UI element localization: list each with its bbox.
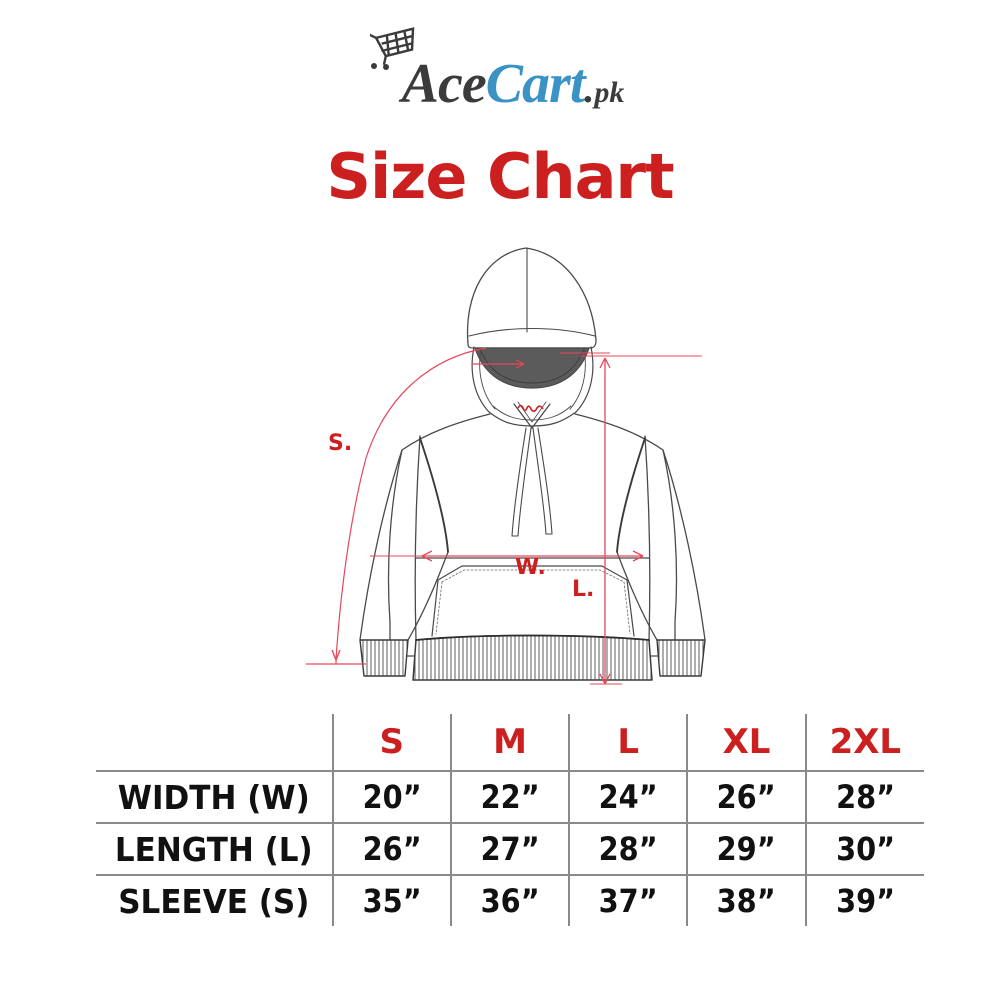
size-header-l: L <box>568 714 688 771</box>
cell-width-s: 20” <box>337 770 445 823</box>
table-row: LENGTH (L) 26” 27” 28” 29” 30” <box>96 822 924 875</box>
cell-width-2xl: 28” <box>810 770 919 823</box>
cell-width-xl: 26” <box>692 770 800 823</box>
neck-brand-mark <box>517 404 544 413</box>
size-table: S M L XL 2XL WIDTH (W) 20” 22” 24” 26” 2… <box>96 714 924 926</box>
table-corner-cell <box>96 714 333 771</box>
shopping-cart-icon <box>368 26 426 70</box>
logo-text-cart: Cart <box>485 53 586 115</box>
row-label-sleeve: SLEEVE (S) <box>103 874 326 926</box>
logo-text-pk: pk <box>594 76 625 109</box>
table-header-row: S M L XL 2XL <box>96 714 924 771</box>
cell-length-s: 26” <box>337 822 445 875</box>
size-header-m: M <box>449 714 570 771</box>
size-table-container: S M L XL 2XL WIDTH (W) 20” 22” 24” 26” 2… <box>96 714 924 926</box>
logo-text-ace: Ace <box>401 53 487 115</box>
size-header-2xl: 2XL <box>804 714 924 771</box>
row-label-length: LENGTH (L) <box>103 822 326 875</box>
brand-logo: Ace Cart . pk <box>0 27 1000 124</box>
cell-sleeve-xl: 38” <box>692 874 800 926</box>
sleeve-measure-label: S. <box>328 431 352 456</box>
cell-length-2xl: 30” <box>810 822 919 875</box>
hoodie-illustration: S. W. L. <box>250 236 770 706</box>
table-row: WIDTH (W) 20” 22” 24” 26” 28” <box>96 770 924 823</box>
cell-sleeve-s: 35” <box>337 874 445 926</box>
cell-length-l: 28” <box>574 822 682 875</box>
size-header-xl: XL <box>686 714 806 771</box>
size-header-s: S <box>331 714 451 771</box>
page-title: Size Chart <box>326 140 674 213</box>
logo-dot: . <box>584 66 595 111</box>
cell-width-l: 24” <box>574 770 682 823</box>
cell-sleeve-2xl: 39” <box>810 874 919 926</box>
cell-length-m: 27” <box>455 822 564 875</box>
cell-width-m: 22” <box>455 770 564 823</box>
cell-sleeve-l: 37” <box>574 874 682 926</box>
cell-sleeve-m: 36” <box>455 874 564 926</box>
length-measure-label: L. <box>572 577 594 602</box>
row-label-width: WIDTH (W) <box>103 770 326 823</box>
width-measure-label: W. <box>515 555 546 580</box>
table-row: SLEEVE (S) 35” 36” 37” 38” 39” <box>96 874 924 926</box>
cell-length-xl: 29” <box>692 822 800 875</box>
